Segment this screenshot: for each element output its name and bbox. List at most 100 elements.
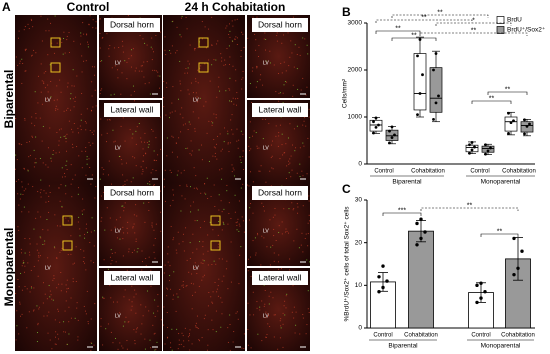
inset-tag	[252, 103, 308, 117]
speck	[185, 285, 187, 287]
speck	[183, 250, 185, 252]
speck	[99, 18, 101, 20]
speck	[61, 176, 63, 178]
speck	[35, 217, 37, 219]
speck	[47, 257, 49, 259]
speck	[108, 48, 110, 50]
speck	[169, 112, 171, 114]
speck	[221, 178, 223, 180]
speck	[200, 262, 202, 264]
speck	[190, 211, 192, 213]
speck	[72, 263, 74, 265]
speck	[157, 71, 159, 73]
speck	[62, 53, 64, 55]
speck	[15, 292, 17, 294]
speck	[255, 49, 257, 51]
speck	[212, 302, 214, 304]
speck	[255, 132, 257, 134]
speck	[250, 148, 252, 150]
lv-label: LV	[115, 60, 121, 66]
speck	[17, 64, 19, 66]
lv-label: LV	[45, 97, 51, 103]
speck	[306, 324, 308, 326]
speck	[22, 262, 24, 264]
speck	[134, 100, 136, 102]
speck	[147, 290, 149, 292]
speck	[230, 119, 232, 121]
speck	[268, 303, 270, 305]
speck	[215, 310, 217, 312]
speck	[293, 66, 295, 68]
speck	[46, 298, 48, 300]
speck	[44, 243, 46, 245]
speck	[194, 130, 196, 132]
speck	[132, 227, 134, 229]
speck	[148, 256, 150, 258]
speck	[86, 34, 88, 36]
speck	[214, 156, 216, 158]
speck	[46, 98, 48, 100]
speck	[256, 307, 258, 309]
speck	[124, 202, 126, 204]
speck	[288, 160, 290, 162]
speck	[133, 223, 135, 225]
speck	[232, 167, 234, 169]
speck	[40, 196, 42, 198]
speck	[22, 63, 24, 65]
speck	[66, 279, 68, 281]
speck	[103, 259, 105, 261]
speck	[182, 117, 184, 119]
speck	[131, 137, 133, 139]
speck	[249, 150, 251, 152]
speck	[16, 310, 18, 312]
speck	[49, 127, 51, 129]
speck	[242, 156, 244, 158]
speck	[291, 144, 293, 146]
row-label: Biparental	[2, 70, 16, 129]
speck	[140, 166, 142, 168]
speck	[219, 169, 221, 171]
inset-tag	[104, 103, 160, 117]
speck	[80, 35, 82, 37]
speck	[296, 203, 298, 205]
speck	[275, 125, 277, 127]
speck	[284, 300, 286, 302]
speck	[176, 174, 178, 176]
speck	[61, 283, 63, 285]
speck	[60, 272, 62, 274]
speck	[184, 198, 186, 200]
speck	[170, 52, 172, 54]
speck	[269, 170, 271, 172]
speck	[100, 89, 102, 91]
speck	[281, 42, 283, 44]
speck	[287, 137, 289, 139]
speck	[56, 225, 58, 227]
speck	[277, 348, 279, 350]
speck	[220, 326, 222, 328]
speck	[217, 295, 219, 297]
speck	[146, 142, 148, 144]
speck	[111, 252, 113, 254]
speck	[272, 168, 274, 170]
x-tick-label: Control	[471, 333, 490, 339]
x-tick-label: Control	[374, 169, 393, 175]
speck	[81, 167, 83, 169]
speck	[279, 337, 281, 339]
speck	[175, 310, 177, 312]
speck	[171, 349, 173, 351]
speck	[70, 164, 72, 166]
speck	[138, 70, 140, 72]
data-point	[507, 111, 510, 115]
speck	[192, 201, 194, 203]
speck	[190, 82, 192, 84]
speck	[184, 72, 186, 74]
speck	[243, 46, 245, 48]
y-tick-label: 3000	[348, 20, 363, 27]
speck	[55, 343, 57, 345]
speck	[15, 56, 17, 58]
speck	[179, 60, 181, 62]
speck	[87, 231, 89, 233]
speck	[236, 224, 238, 226]
speck	[40, 237, 42, 239]
